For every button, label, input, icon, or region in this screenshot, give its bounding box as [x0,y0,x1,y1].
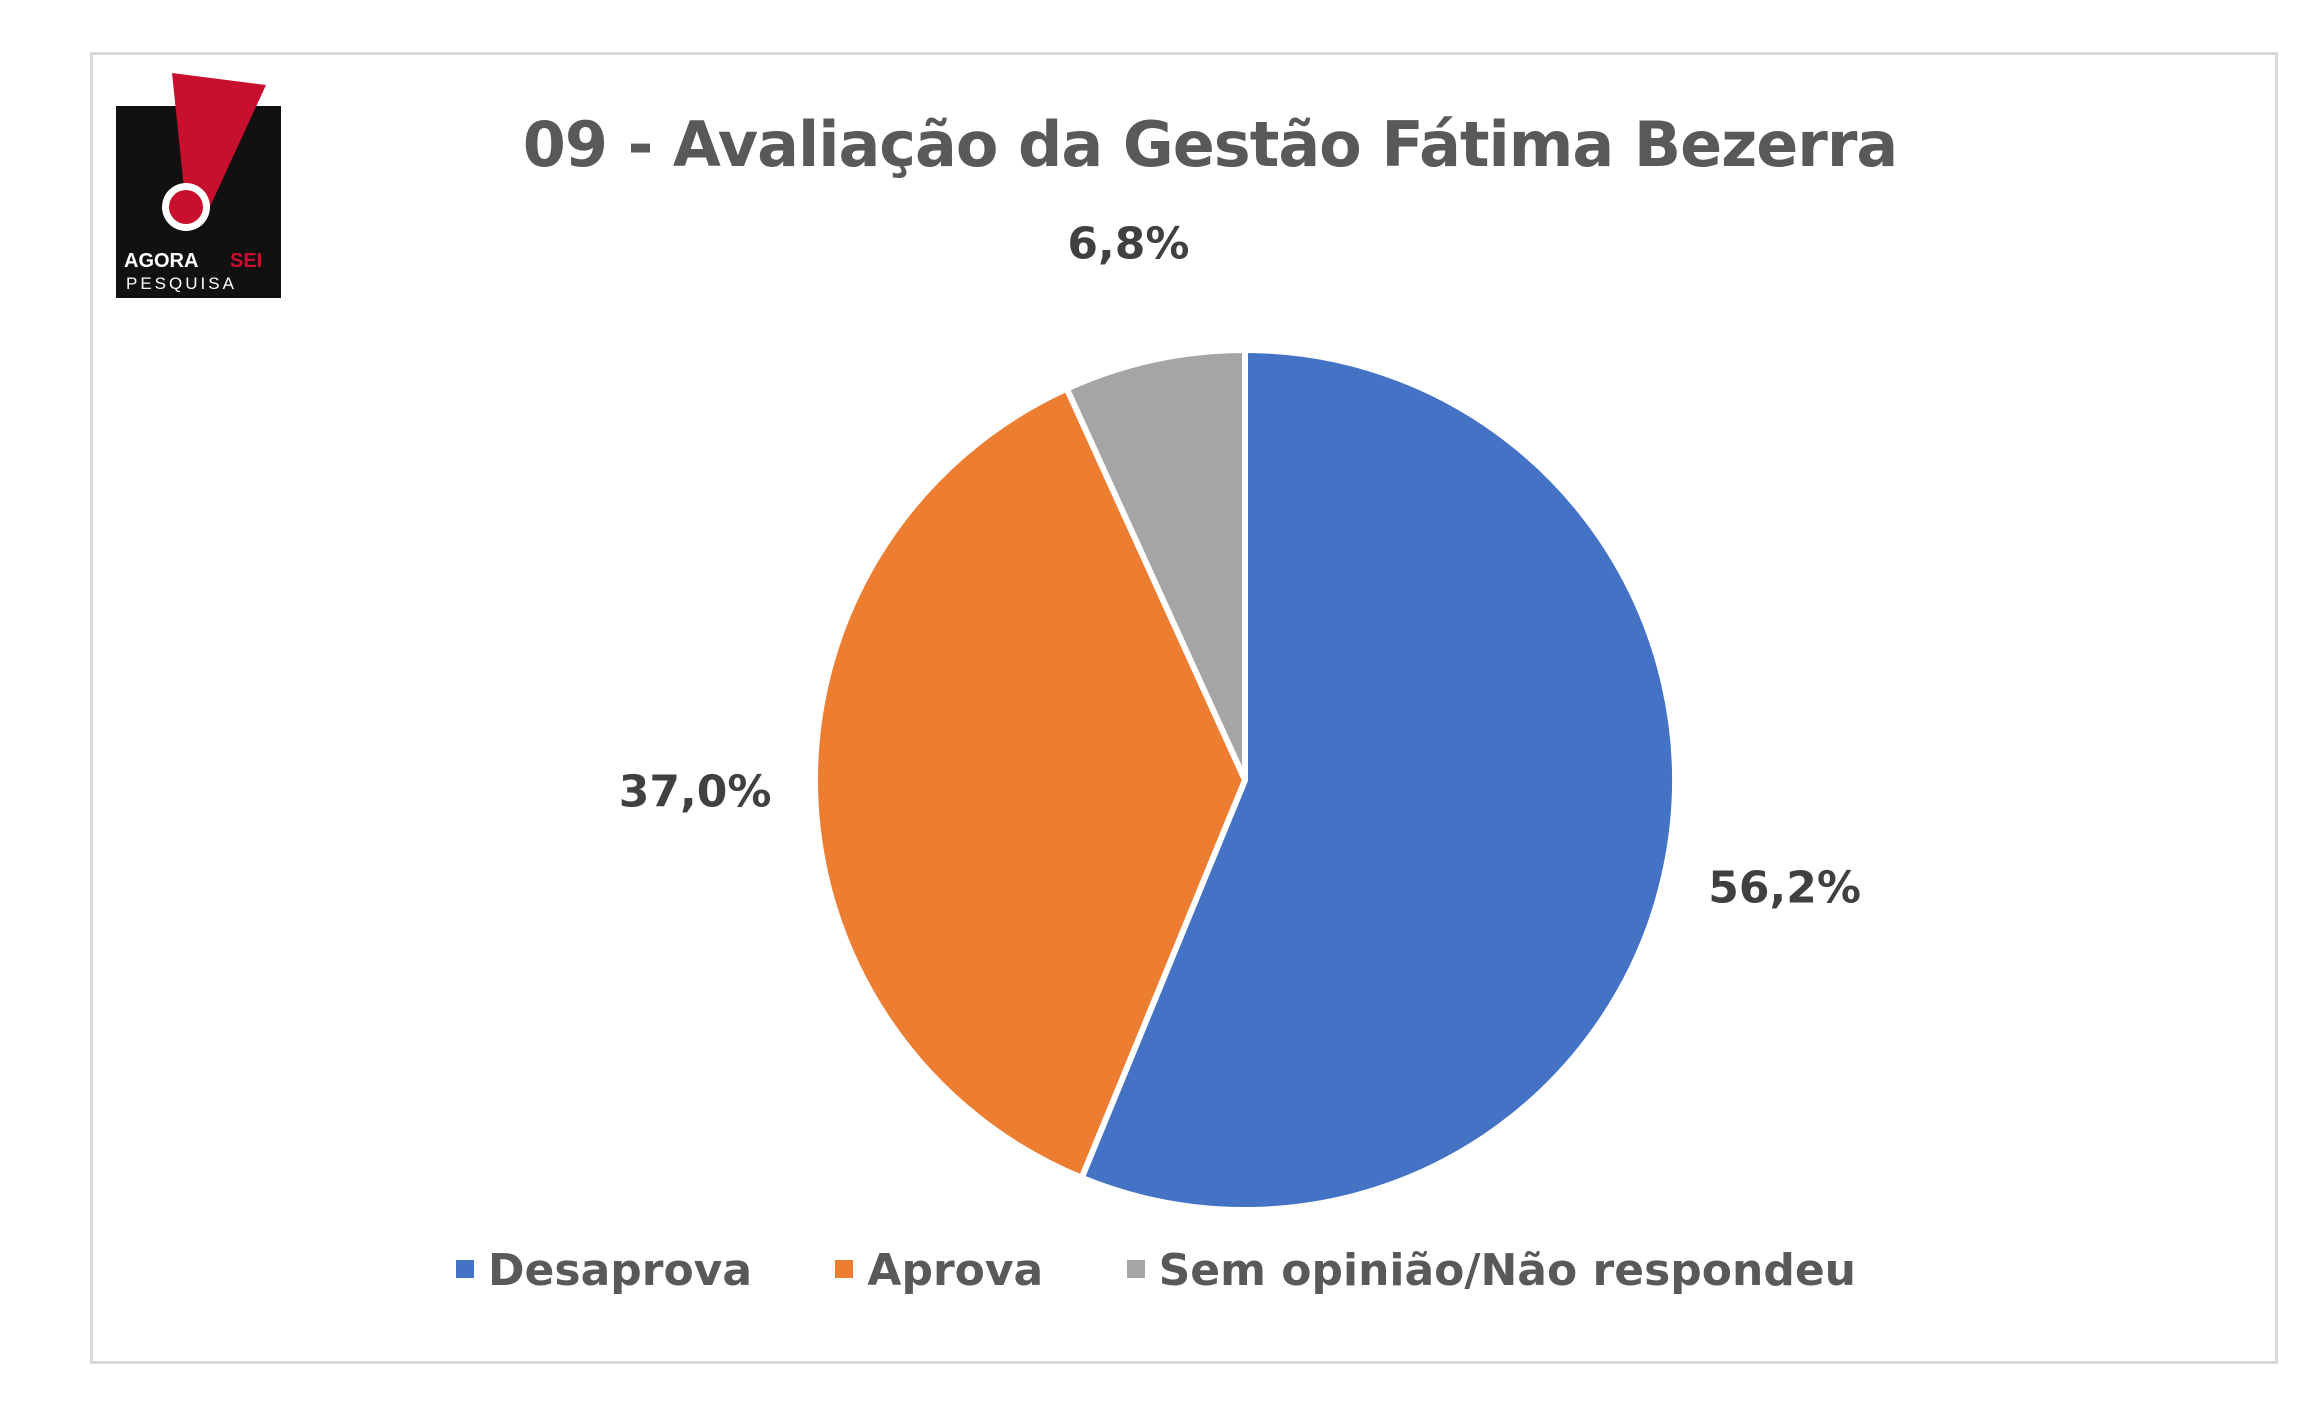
pie-slice-desaprova [1078,347,1678,1213]
legend-swatch-desaprova [456,1259,475,1278]
data-label-sem-opiniao: 6,8% [1067,219,1189,270]
logo-text-sei: SEI [230,250,262,272]
legend: Desaprova Aprova Sem opinião/Não respond… [0,1242,2312,1296]
legend-label-sem-opiniao: Sem opinião/Não respondeu [1158,1244,1856,1296]
legend-swatch-aprova [835,1259,854,1278]
legend-label-aprova: Aprova [867,1244,1044,1296]
chart-title: 09 - Avaliação da Gestão Fátima Bezerra [522,108,1899,181]
legend-item-desaprova: Desaprova [456,1245,752,1296]
data-label-aprova: 37,0% [619,766,772,817]
pie-slice-aprova [812,385,1248,1181]
legend-item-aprova: Aprova [835,1245,1043,1296]
legend-label-desaprova: Desaprova [488,1244,753,1296]
legend-item-sem-opiniao: Sem opinião/Não respondeu [1126,1244,1856,1296]
logo-text-agora: AGORA [124,250,198,272]
agora-sei-logo: AGORA SEI PESQUISA [116,73,281,298]
legend-swatch-sem-opiniao [1126,1259,1145,1278]
pie-slice-sem-opiniao [1063,347,1248,783]
logo-text-pesquisa: PESQUISA [126,274,237,293]
data-label-desaprova: 56,2% [1708,862,1861,913]
